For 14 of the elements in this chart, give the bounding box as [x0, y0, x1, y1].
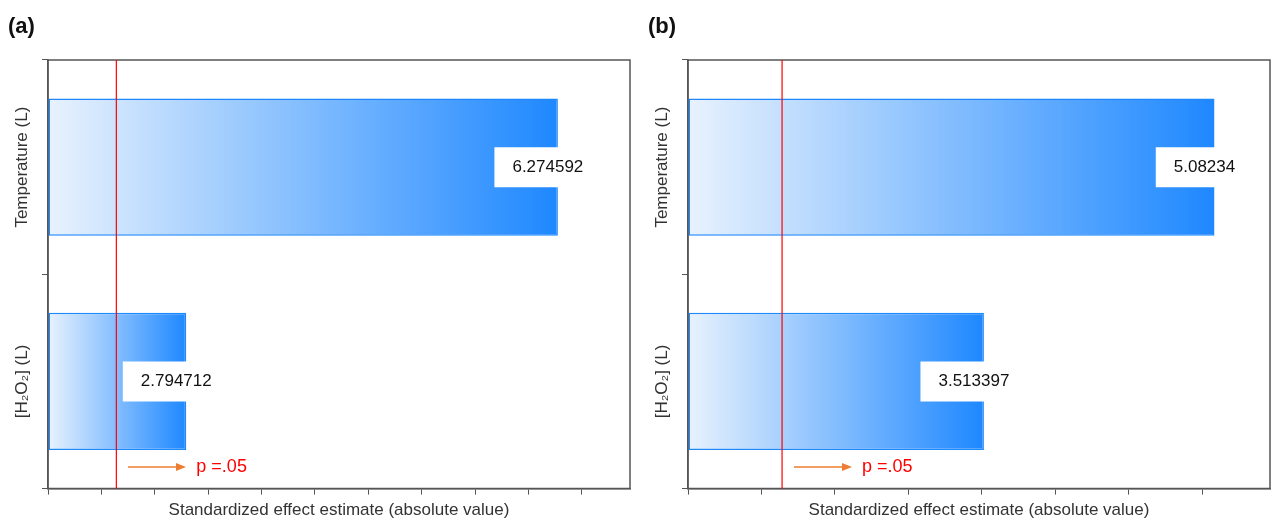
data-label: 5.08234	[1173, 156, 1236, 176]
chart-title: (a)	[8, 13, 35, 39]
y-tick-label: [H₂O₂] (L)	[651, 344, 671, 419]
x-axis-title: Standardized effect estimate (absolute value)	[168, 500, 510, 520]
y-tick-label: Temperature (L)	[651, 106, 671, 228]
chart-title: (b)	[648, 13, 677, 39]
data-label: 2.794712	[140, 371, 212, 391]
x-axis-title: Standardized effect estimate (absolute value)	[808, 500, 1150, 520]
ref-line-label: p =.05	[862, 455, 913, 476]
y-tick-label: Temperature (L)	[11, 106, 31, 228]
y-tick-label: [H₂O₂] (L)	[11, 344, 31, 419]
data-label: 3.513397	[938, 371, 1010, 391]
ref-line-label: p =.05	[196, 455, 247, 476]
data-label: 6.274592	[512, 156, 584, 176]
